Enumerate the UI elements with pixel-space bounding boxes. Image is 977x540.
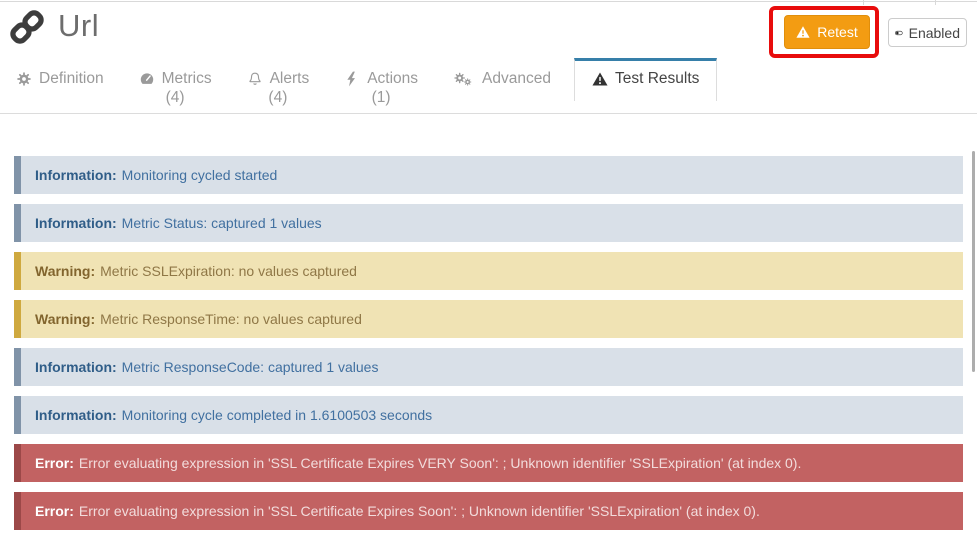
message-severity: Error:: [35, 503, 74, 519]
message-severity: Information:: [35, 359, 117, 375]
toggle-on-icon: [895, 27, 903, 39]
message-row: Error: Error evaluating expression in 'S…: [14, 444, 963, 482]
enabled-button-label: Enabled: [908, 24, 960, 41]
tab-definition[interactable]: Definition: [4, 62, 116, 89]
message-text: Error evaluating expression in 'SSL Cert…: [78, 455, 802, 471]
tab-test-results[interactable]: Test Results: [574, 58, 718, 101]
message-row: Information: Metric ResponseCode: captur…: [14, 348, 963, 386]
tab-count: (1): [371, 89, 391, 106]
message-row: Information: Metric Status: captured 1 v…: [14, 204, 963, 242]
message-row: Information: Monitoring cycle completed …: [14, 396, 963, 434]
tab-label: Advanced: [482, 70, 551, 87]
cropped-top-edge: [0, 0, 977, 2]
message-severity: Information:: [35, 407, 117, 423]
message-row: Warning: Metric ResponseTime: no values …: [14, 300, 963, 338]
cropped-top-edge-tick: [935, 0, 936, 5]
tab-label: Metrics: [161, 70, 212, 87]
test-results-list: Information: Monitoring cycled started I…: [14, 156, 963, 540]
gauge-icon: [139, 71, 155, 87]
message-text: Monitoring cycled started: [121, 167, 278, 183]
message-text: Metric ResponseTime: no values captured: [100, 311, 362, 327]
message-row: Warning: Metric SSLExpiration: no values…: [14, 252, 963, 290]
gear-icon: [16, 71, 32, 87]
retest-button-label: Retest: [817, 24, 858, 40]
message-text: Metric Status: captured 1 values: [121, 215, 322, 231]
tab-alerts[interactable]: Alerts (4): [235, 62, 322, 107]
enabled-toggle-button[interactable]: Enabled: [888, 18, 967, 47]
tab-label: Alerts: [269, 70, 310, 87]
message-severity: Error:: [35, 455, 74, 471]
retest-button[interactable]: Retest: [784, 15, 870, 49]
message-severity: Warning:: [35, 263, 96, 279]
tab-actions[interactable]: Actions (1): [332, 62, 430, 107]
message-text: Error evaluating expression in 'SSL Cert…: [78, 503, 760, 519]
tab-count: (4): [165, 89, 185, 106]
tab-label: Test Results: [615, 70, 700, 87]
message-severity: Warning:: [35, 311, 96, 327]
message-row: Information: Monitoring cycled started: [14, 156, 963, 194]
page-header: Url Retest Enabled: [0, 2, 977, 62]
message-severity: Information:: [35, 215, 117, 231]
tab-label: Actions: [367, 70, 419, 87]
cropped-top-edge-tick: [863, 0, 864, 5]
message-row: Error: Error evaluating expression in 'S…: [14, 492, 963, 530]
message-text: Metric SSLExpiration: no values captured: [100, 263, 357, 279]
bell-icon: [247, 71, 263, 87]
link-icon: [8, 8, 46, 46]
warning-icon: [796, 25, 810, 39]
tab-label: Definition: [39, 70, 104, 87]
gears-icon: [454, 72, 472, 86]
vertical-scrollbar-thumb[interactable]: [972, 151, 975, 372]
message-text: Monitoring cycle completed in 1.6100503 …: [121, 407, 433, 423]
tab-count: (4): [268, 89, 288, 106]
warning-icon: [592, 71, 608, 87]
message-severity: Information:: [35, 167, 117, 183]
message-text: Metric ResponseCode: captured 1 values: [121, 359, 379, 375]
bolt-icon: [344, 71, 360, 87]
tab-metrics[interactable]: Metrics (4): [127, 62, 224, 107]
page-title: Url: [58, 8, 100, 43]
tab-advanced[interactable]: Advanced: [441, 62, 563, 89]
tab-bar: Definition Metrics (4) Alerts (4) Action…: [0, 58, 977, 114]
